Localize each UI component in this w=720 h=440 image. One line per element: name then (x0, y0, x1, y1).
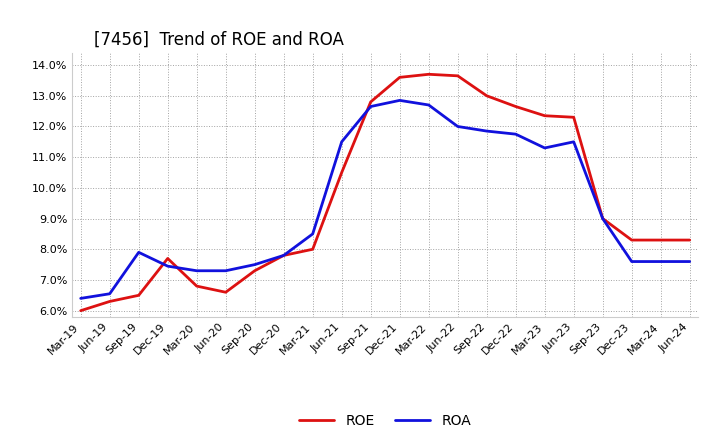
ROA (76, 296, 85, 301)
ROE (163, 256, 172, 261)
ROE (657, 238, 665, 243)
ROE (135, 293, 143, 298)
ROA (279, 253, 288, 258)
ROA (251, 262, 259, 267)
ROA (424, 103, 433, 108)
ROA (511, 132, 520, 137)
ROA (627, 259, 636, 264)
ROA (482, 128, 491, 134)
ROE (424, 72, 433, 77)
ROE (221, 290, 230, 295)
Text: [7456]  Trend of ROE and ROA: [7456] Trend of ROE and ROA (94, 31, 343, 49)
ROA (685, 259, 694, 264)
ROA (135, 249, 143, 255)
ROE (308, 247, 317, 252)
ROE (511, 104, 520, 109)
ROE (685, 238, 694, 243)
ROA (570, 139, 578, 144)
Line: ROE: ROE (81, 74, 690, 311)
ROA (395, 98, 404, 103)
ROE (395, 75, 404, 80)
Line: ROA: ROA (81, 100, 690, 298)
ROE (192, 283, 201, 289)
ROE (570, 115, 578, 120)
ROE (105, 299, 114, 304)
ROE (454, 73, 462, 78)
ROE (279, 253, 288, 258)
ROE (251, 268, 259, 273)
ROA (366, 104, 375, 109)
ROA (657, 259, 665, 264)
ROA (163, 264, 172, 269)
ROA (598, 216, 607, 221)
ROA (338, 139, 346, 144)
ROE (598, 216, 607, 221)
ROA (105, 291, 114, 297)
ROA (221, 268, 230, 273)
ROE (366, 99, 375, 105)
ROA (541, 145, 549, 150)
ROA (308, 231, 317, 237)
ROE (338, 170, 346, 175)
ROE (482, 93, 491, 99)
ROA (192, 268, 201, 273)
ROA (454, 124, 462, 129)
ROE (541, 113, 549, 118)
ROE (627, 238, 636, 243)
ROE (76, 308, 85, 313)
Legend: ROE, ROA: ROE, ROA (294, 408, 477, 433)
